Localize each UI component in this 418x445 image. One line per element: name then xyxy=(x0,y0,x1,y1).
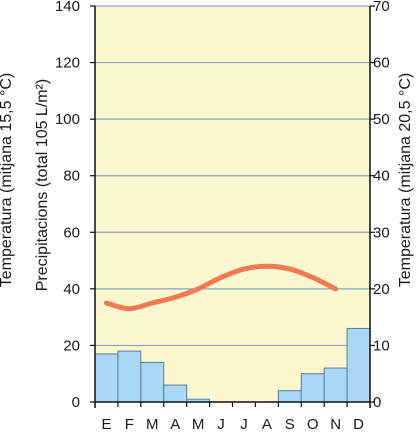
month-label-6: J xyxy=(240,416,248,433)
month-label-8: S xyxy=(285,416,295,433)
month-label-11: D xyxy=(353,416,364,433)
precipitation-bars xyxy=(94,327,371,403)
axes xyxy=(90,5,375,408)
right-tick-label-1: 10 xyxy=(373,337,390,354)
month-label-5: J xyxy=(217,416,225,433)
right-tick-label-6: 60 xyxy=(373,55,390,72)
left-tick-label-6: 120 xyxy=(55,55,80,72)
right-tick-label-2: 20 xyxy=(373,281,390,298)
left-tick-label-1: 20 xyxy=(63,337,80,354)
month-label-2: M xyxy=(146,416,159,433)
month-label-10: N xyxy=(330,416,341,433)
precipitation-bar-1 xyxy=(117,350,142,403)
month-label-3: A xyxy=(170,416,180,433)
right-tick-label-0: 0 xyxy=(373,394,381,411)
precipitation-bar-9 xyxy=(300,373,325,403)
left-tick-label-2: 40 xyxy=(63,281,80,298)
right-tick-label-7: 70 xyxy=(373,0,390,15)
right-tick-label-3: 30 xyxy=(373,224,390,241)
month-label-0: E xyxy=(101,416,111,433)
precipitation-bar-2 xyxy=(140,361,165,403)
left-tick-label-0: 0 xyxy=(72,394,80,411)
precipitation-bar-8 xyxy=(277,390,302,403)
month-label-7: A xyxy=(262,416,272,433)
plot-background xyxy=(95,6,370,402)
month-label-1: F xyxy=(125,416,134,433)
month-label-9: O xyxy=(307,416,319,433)
precipitation-bar-0 xyxy=(94,353,119,403)
temperature-line xyxy=(104,263,339,312)
left-tick-label-3: 60 xyxy=(63,224,80,241)
right-tick-label-5: 50 xyxy=(373,111,390,128)
left-tick-label-5: 100 xyxy=(55,111,80,128)
right-axis-title: Temperatura (mitjana 20,5 °C) xyxy=(397,73,414,287)
left-tick-label-7: 140 xyxy=(55,0,80,15)
temperature-line-group xyxy=(104,263,339,312)
precipitation-bar-10 xyxy=(323,367,348,403)
precipitation-bar-3 xyxy=(163,384,188,403)
far-left-axis-title: Temperatura (mitjana 15,5 °C) xyxy=(0,73,15,287)
month-label-4: M xyxy=(192,416,205,433)
plot-area xyxy=(95,5,370,402)
precipitation-bar-11 xyxy=(346,327,371,403)
right-tick-label-4: 40 xyxy=(373,168,390,185)
left-tick-label-4: 80 xyxy=(63,168,80,185)
left-axis-title: Precipitacions (total 105 L/m²) xyxy=(34,79,51,292)
